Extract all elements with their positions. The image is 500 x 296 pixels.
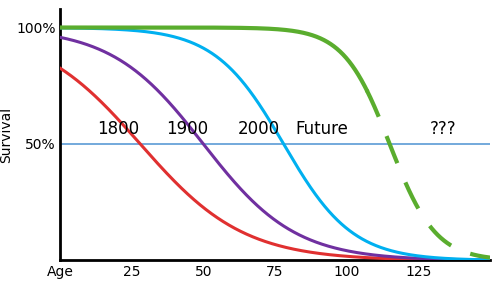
Text: 1800: 1800 [98,120,140,138]
Text: 2000: 2000 [238,120,280,138]
Text: 1900: 1900 [166,120,208,138]
Text: ???: ??? [430,120,456,138]
Text: Future: Future [295,120,348,138]
Y-axis label: Survival: Survival [0,107,14,163]
